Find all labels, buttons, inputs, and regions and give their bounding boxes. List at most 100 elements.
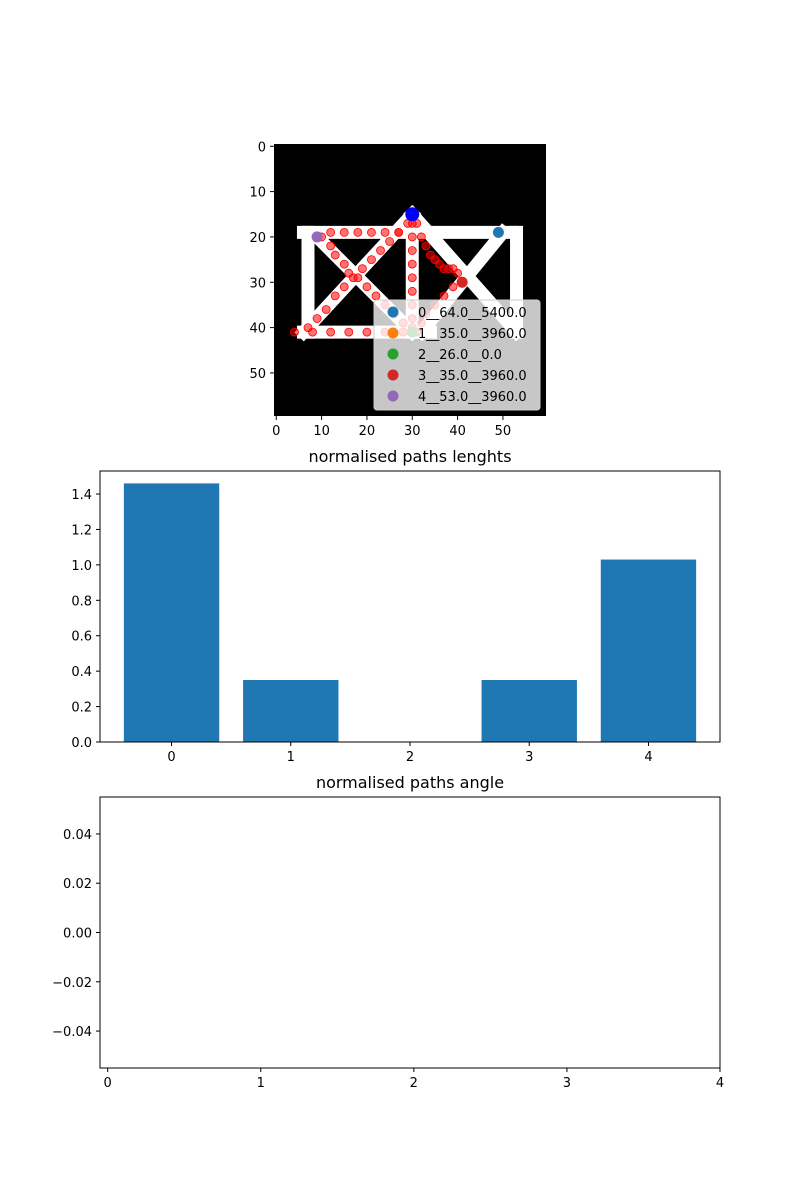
- bar: [123, 483, 220, 742]
- y-tick-label: 0: [258, 140, 266, 155]
- legend-marker: [387, 369, 399, 381]
- image-scatter-subplot: 0 10 20 30 40 50 0 10 20 30 40 50 0__64.0__5400.0 1…: [249, 140, 546, 439]
- x-tick-label: 2: [410, 1076, 418, 1091]
- path-point: [326, 327, 336, 337]
- x-tick-label: 20: [359, 424, 376, 439]
- path-point: [339, 227, 349, 237]
- x-tick-label: 0: [272, 424, 280, 439]
- path-point: [367, 227, 376, 237]
- y-tick-label: 1.2: [71, 523, 92, 538]
- bar-subplot: normalised paths lenghts 0 1 2 3 4 0.0 0.2 0.4…: [71, 447, 721, 765]
- path-point: [371, 291, 381, 301]
- path-point: [385, 237, 395, 246]
- x-tick-label: 2: [406, 750, 414, 765]
- path-point: [421, 241, 431, 251]
- y-tick-label: 40: [249, 322, 266, 337]
- path-point: [407, 273, 417, 283]
- angle-plot-frame: [99, 796, 721, 1069]
- path-point: [380, 227, 390, 237]
- x-tick-label: 4: [644, 750, 652, 765]
- bar-y-ticks: 0.0 0.2 0.4 0.6 0.8 1.0 1.2 1.4: [71, 488, 100, 751]
- path-points: [289, 209, 467, 337]
- path-point: [289, 327, 299, 337]
- path-point: [344, 268, 354, 278]
- path-point: [362, 282, 372, 292]
- y-tick-label: −0.02: [52, 976, 92, 991]
- path-point: [330, 291, 340, 301]
- path-point: [362, 327, 372, 337]
- path-point: [339, 259, 349, 269]
- angle-x-ticks: 0 1 2 3 4: [104, 1068, 724, 1091]
- angle-y-ticks: 0.04 0.02 0.00 −0.02 −0.04: [52, 828, 100, 1040]
- legend-marker: [387, 327, 399, 339]
- y-tick-label: 1.4: [71, 488, 92, 503]
- y-tick-label: 0.02: [63, 877, 92, 892]
- y-tick-label: 30: [249, 276, 266, 291]
- path-point: [394, 227, 404, 237]
- path-point: [448, 282, 458, 292]
- path-point: [330, 250, 340, 260]
- legend: 0__64.0__5400.0 1__35.0__3960.0 2__26.0__0…: [373, 299, 541, 411]
- bars: [123, 483, 697, 742]
- x-tick-label: 0: [104, 1076, 112, 1091]
- legend-entry: 2__26.0__0.0: [418, 348, 502, 363]
- x-tick-label: 1: [257, 1076, 265, 1091]
- legend-marker: [387, 306, 399, 318]
- legend-entry: 4__53.0__3960.0: [418, 390, 527, 405]
- path-point: [407, 259, 417, 269]
- bar-chart-title: normalised paths lenghts: [308, 447, 511, 466]
- x-tick-label: 3: [563, 1076, 571, 1091]
- path-point: [407, 246, 417, 255]
- angle-chart-title: normalised paths angle: [316, 773, 504, 792]
- start-point-marker: [405, 207, 420, 222]
- path-point: [312, 314, 322, 323]
- y-tick-label: 20: [249, 231, 266, 246]
- path-point: [353, 273, 363, 283]
- path-point: [439, 291, 449, 301]
- x-tick-label: 10: [313, 424, 330, 439]
- endpoint-marker: [492, 226, 504, 238]
- image-y-ticks: 0 10 20 30 40 50: [249, 140, 274, 382]
- bar: [600, 559, 697, 742]
- path-point: [344, 327, 354, 337]
- path-point: [321, 305, 331, 314]
- endpoint-marker: [311, 231, 323, 243]
- x-tick-label: 4: [716, 1076, 724, 1091]
- path-point: [326, 227, 336, 237]
- path-point: [303, 323, 313, 333]
- legend-marker: [387, 390, 399, 402]
- y-tick-label: 0.6: [71, 630, 92, 645]
- y-tick-label: 0.4: [71, 665, 92, 680]
- mask-stroke: [294, 205, 422, 342]
- y-tick-label: 1.0: [71, 559, 92, 574]
- path-point: [367, 255, 376, 265]
- path-point: [416, 232, 426, 242]
- endpoint-marker: [456, 276, 468, 288]
- legend-entry: 1__35.0__3960.0: [418, 327, 527, 342]
- path-point: [453, 268, 463, 278]
- path-point: [339, 282, 349, 292]
- x-tick-label: 1: [287, 750, 295, 765]
- legend-box: [373, 299, 541, 411]
- path-point: [407, 286, 417, 296]
- legend-entry: 3__35.0__3960.0: [418, 369, 527, 384]
- path-point: [353, 227, 363, 237]
- legend-marker: [387, 348, 399, 360]
- x-tick-label: 3: [525, 750, 533, 765]
- y-tick-label: 10: [249, 186, 266, 201]
- y-tick-label: −0.04: [52, 1025, 92, 1040]
- y-tick-label: 0.2: [71, 701, 92, 716]
- y-tick-label: 0.8: [71, 594, 92, 609]
- x-tick-label: 30: [404, 424, 421, 439]
- x-tick-label: 0: [167, 750, 175, 765]
- bar: [243, 680, 339, 742]
- path-point: [357, 264, 367, 274]
- bar: [481, 680, 577, 742]
- bar-x-ticks: 0 1 2 3 4: [167, 742, 653, 765]
- y-tick-label: 50: [249, 367, 266, 382]
- y-tick-label: 0.0: [71, 736, 92, 751]
- x-tick-label: 50: [495, 424, 512, 439]
- path-point: [407, 232, 417, 242]
